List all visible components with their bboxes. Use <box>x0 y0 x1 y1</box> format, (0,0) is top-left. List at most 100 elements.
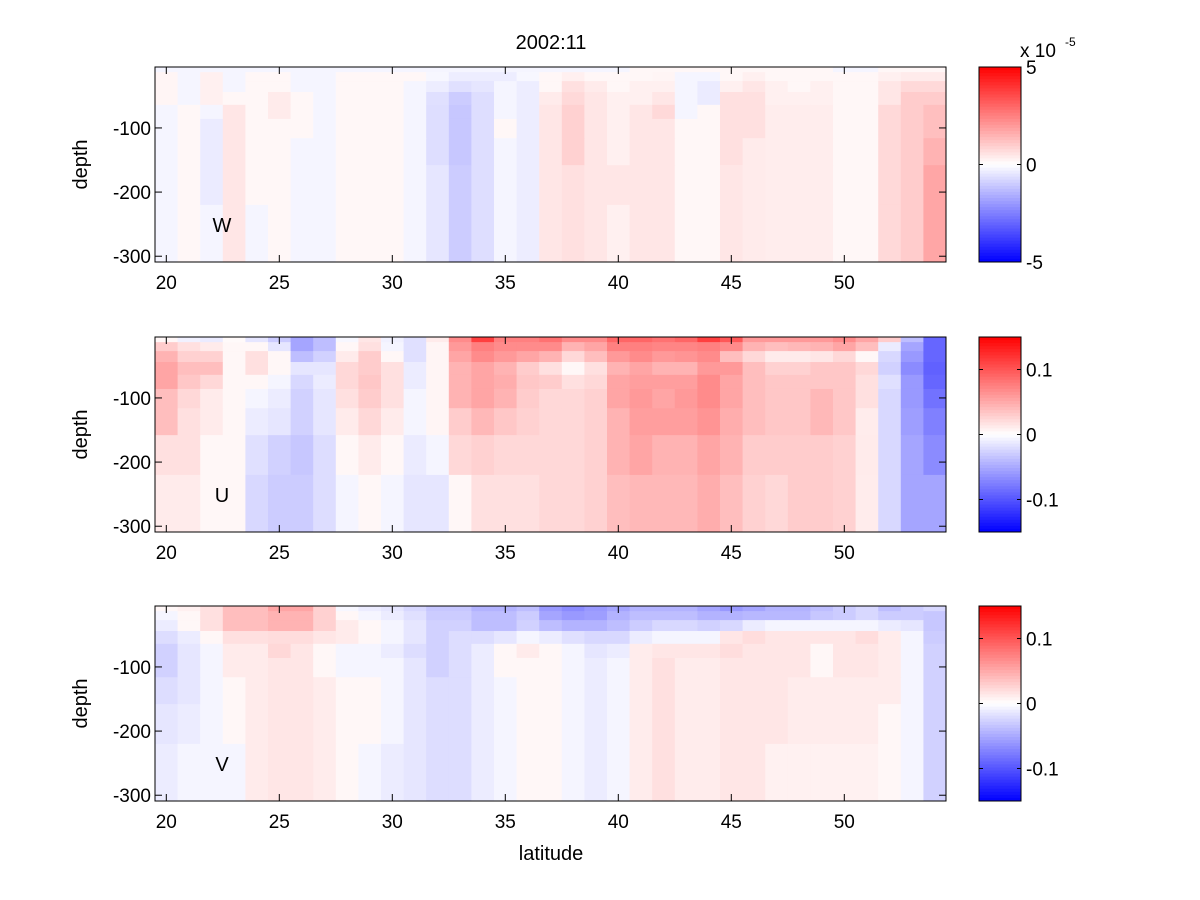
heatmap-cell <box>833 204 857 263</box>
heatmap-cell <box>878 104 902 120</box>
colorbar-swatch <box>979 633 1021 637</box>
heatmap-cell <box>878 67 902 73</box>
heatmap-cell <box>607 165 631 206</box>
heatmap-cell <box>674 337 698 343</box>
colorbar-swatch <box>979 621 1021 625</box>
heatmap-cell <box>426 677 450 705</box>
heatmap-cell <box>833 408 857 436</box>
heatmap-cell <box>561 72 585 82</box>
heatmap-cell <box>358 631 382 645</box>
heatmap-cell <box>200 81 224 93</box>
heatmap-cell <box>855 104 879 120</box>
colorbar-swatch <box>979 461 1021 466</box>
heatmap-cell <box>742 620 766 632</box>
heatmap-cell <box>268 743 292 802</box>
colorbar-swatch <box>979 173 1021 178</box>
heatmap-cell <box>222 118 246 139</box>
colorbar-swatch <box>979 137 1021 141</box>
heatmap-cell <box>878 138 902 166</box>
heatmap-cell <box>268 104 292 120</box>
heatmap-cell <box>177 67 201 73</box>
heatmap-cell <box>222 104 246 120</box>
heatmap-cell <box>742 92 766 106</box>
colorbar-swatch <box>979 489 1021 493</box>
heatmap-cell <box>810 118 834 139</box>
heatmap-cell <box>268 643 292 659</box>
heatmap-cell <box>426 606 450 612</box>
heatmap-cell <box>313 435 337 476</box>
heatmap-cell <box>494 118 518 139</box>
heatmap-cell <box>290 351 314 363</box>
heatmap-cell <box>584 606 608 612</box>
heatmap-cell <box>471 165 495 206</box>
heatmap-cell <box>403 362 427 376</box>
y-tick-label: -100 <box>113 658 151 679</box>
heatmap-cell <box>833 435 857 476</box>
colorbar-swatch <box>979 682 1021 686</box>
axes-frame <box>154 66 947 263</box>
colorbar-swatch <box>979 355 1021 359</box>
heatmap-cell <box>245 643 269 659</box>
colorbar-swatch <box>979 606 1021 610</box>
colorbar-swatch <box>979 97 1021 102</box>
heatmap-cell <box>245 657 269 678</box>
heatmap-cell <box>833 643 857 659</box>
heatmap-cell <box>290 743 314 802</box>
x-tick-label: 50 <box>834 543 855 564</box>
heatmap-cell <box>335 643 359 659</box>
heatmap-cell <box>403 92 427 106</box>
heatmap-cell <box>652 374 676 390</box>
heatmap-cell <box>878 677 902 705</box>
heatmap-cell <box>471 677 495 705</box>
heatmap-cell <box>607 611 631 621</box>
colorbar-swatch <box>979 249 1021 254</box>
heatmap-cell <box>426 435 450 476</box>
heatmap-cell <box>584 351 608 363</box>
colorbar-swatch <box>979 767 1021 772</box>
heatmap-cell <box>471 92 495 106</box>
colorbar-swatch <box>979 222 1021 226</box>
heatmap-cell <box>878 165 902 206</box>
heatmap-cell <box>674 374 698 390</box>
heatmap-cell <box>720 104 744 120</box>
heatmap-cell <box>810 620 834 632</box>
heatmap-cell <box>539 657 563 678</box>
heatmap-cell <box>900 677 924 705</box>
heatmap-cell <box>335 362 359 376</box>
heatmap-cell <box>674 362 698 376</box>
heatmap-cell <box>810 351 834 363</box>
heatmap-cell <box>539 677 563 705</box>
heatmap-cell <box>878 657 902 678</box>
heatmap-cell <box>426 81 450 93</box>
heatmap-cell <box>335 374 359 390</box>
x-tick-label: 20 <box>156 273 177 294</box>
heatmap-cell <box>313 118 337 139</box>
heatmap-cell <box>607 677 631 705</box>
heatmap-cell <box>697 611 721 621</box>
heatmap-cell <box>923 704 947 745</box>
heatmap-cell <box>403 677 427 705</box>
heatmap-cell <box>268 388 292 409</box>
heatmap-cell <box>652 118 676 139</box>
heatmap-cell <box>810 704 834 745</box>
heatmap-cell <box>448 138 472 166</box>
heatmap-cell <box>855 337 879 343</box>
heatmap-cell <box>335 118 359 139</box>
heatmap-cell <box>200 743 224 802</box>
heatmap-cell <box>923 104 947 120</box>
colorbar-swatch <box>979 525 1021 530</box>
heatmap-cell <box>629 643 653 659</box>
colorbar-swatch <box>979 764 1021 768</box>
heatmap-cell <box>697 342 721 352</box>
heatmap-cell <box>245 204 269 263</box>
heatmap-cell <box>177 337 201 343</box>
heatmap-cell <box>674 92 698 106</box>
x-tick-label: 25 <box>269 273 290 294</box>
heatmap-cell <box>403 388 427 409</box>
heatmap-cell <box>268 81 292 93</box>
heatmap-cell <box>878 620 902 632</box>
heatmap-cell <box>629 606 653 612</box>
heatmap-cell <box>290 165 314 206</box>
heatmap-cell <box>765 138 789 166</box>
colorbar-swatch <box>979 397 1021 402</box>
